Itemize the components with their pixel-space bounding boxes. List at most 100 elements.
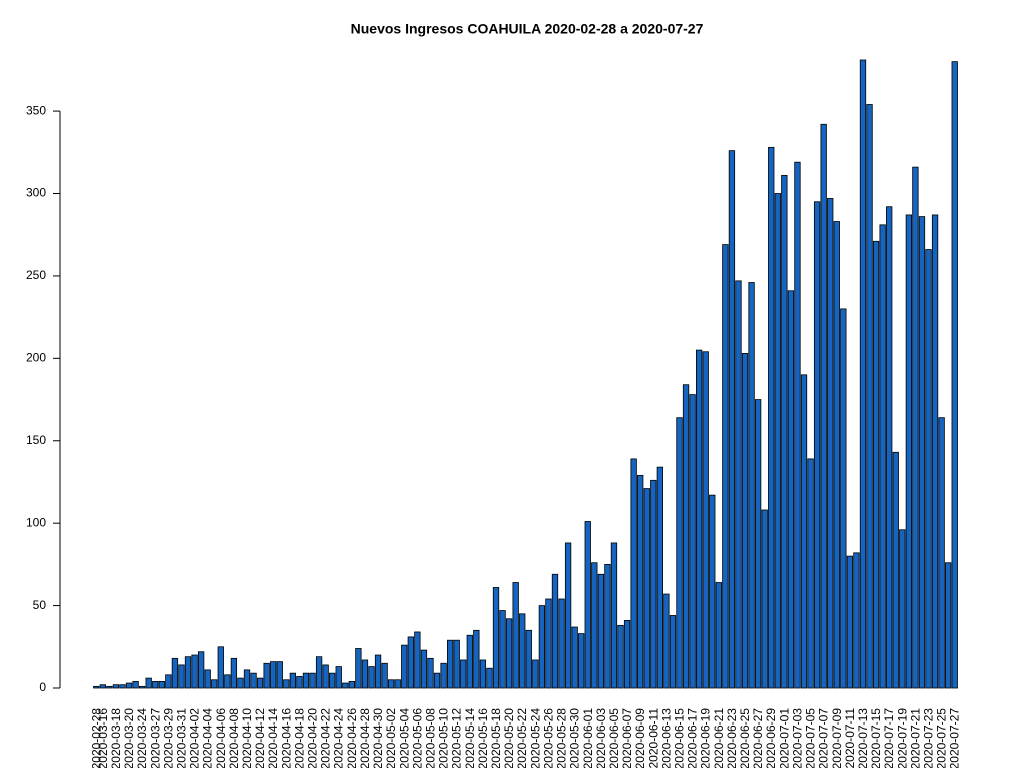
bar — [270, 661, 277, 689]
x-tick-label: 2020-04-06 — [214, 708, 228, 768]
bar — [479, 659, 487, 689]
bar — [807, 458, 814, 689]
x-tick-label: 2020-03-18 — [109, 708, 123, 768]
x-tick-label: 2020-05-16 — [476, 708, 490, 768]
x-tick-label: 2020-03-29 — [161, 708, 175, 768]
x-tick-label: 2020-04-10 — [240, 708, 254, 768]
x-tick-label: 2020-04-16 — [279, 708, 293, 768]
y-tick-label: 250 — [26, 268, 46, 282]
bar — [584, 521, 591, 689]
x-tick-label: 2020-07-19 — [895, 708, 909, 768]
bar — [329, 672, 336, 689]
x-tick-label: 2020-04-08 — [227, 708, 241, 768]
x-tick-label: 2020-06-03 — [594, 708, 608, 768]
x-tick-label: 2020-06-15 — [672, 708, 686, 768]
x-tick-label: 2020-06-23 — [725, 708, 739, 768]
x-tick-label: 2020-04-18 — [292, 708, 306, 768]
x-tick-label: 2020-06-09 — [633, 708, 647, 768]
y-tick-label: 50 — [33, 598, 47, 612]
bar — [558, 598, 565, 689]
bar — [931, 214, 939, 689]
bar — [237, 677, 244, 689]
x-tick-label: 2020-07-23 — [922, 708, 936, 768]
bar — [309, 672, 316, 689]
bar — [433, 672, 441, 689]
bar — [859, 59, 867, 689]
bar — [427, 657, 434, 689]
bar — [741, 352, 749, 689]
bar — [617, 624, 624, 689]
bar — [473, 629, 480, 689]
bar — [224, 674, 231, 689]
x-tick-label: 2020-03-20 — [122, 708, 136, 768]
bar — [951, 61, 958, 689]
x-tick-label: 2020-06-01 — [581, 708, 595, 768]
x-tick-label: 2020-05-02 — [384, 708, 398, 768]
bar — [886, 206, 893, 689]
x-tick-label: 2020-06-27 — [751, 708, 765, 768]
x-tick-label: 2020-04-28 — [358, 708, 372, 768]
bar — [106, 685, 113, 689]
x-tick-label: 2020-07-01 — [777, 708, 791, 768]
bar — [768, 146, 775, 689]
bar — [446, 639, 454, 689]
y-tick-label: 300 — [26, 186, 46, 200]
bar — [748, 282, 755, 689]
x-tick-label: 2020-03-27 — [148, 708, 162, 768]
bar — [702, 351, 709, 689]
bar — [696, 349, 703, 689]
bar — [499, 610, 506, 689]
bar — [407, 636, 414, 689]
bar — [296, 676, 303, 689]
bar — [925, 249, 932, 689]
bar — [630, 458, 637, 689]
bar — [453, 639, 460, 689]
bar — [872, 240, 880, 689]
bar — [525, 629, 532, 689]
bar — [597, 573, 605, 689]
bar — [604, 563, 611, 689]
bar — [335, 666, 342, 689]
x-tick-label: 2020-06-07 — [620, 708, 634, 768]
x-tick-label: 2020-06-21 — [712, 708, 726, 768]
bar — [853, 552, 860, 689]
bar — [899, 529, 906, 689]
bar — [774, 193, 781, 689]
bar — [276, 661, 283, 689]
bar — [538, 605, 546, 689]
bar — [820, 123, 827, 689]
x-tick-label: 2020-02-28 — [89, 708, 103, 768]
bar — [250, 672, 257, 689]
bar — [243, 669, 251, 689]
bar — [879, 224, 886, 689]
x-tick-label: 2020-07-03 — [790, 708, 804, 768]
bar — [394, 679, 401, 689]
bar — [342, 682, 349, 689]
bar — [191, 654, 198, 689]
bar — [217, 646, 224, 689]
y-tick-label: 350 — [26, 103, 46, 117]
bar — [800, 374, 808, 689]
bar — [361, 659, 369, 689]
bar — [663, 593, 670, 689]
bar — [460, 659, 467, 689]
bar — [676, 417, 683, 689]
bar — [735, 280, 742, 689]
bar — [709, 494, 716, 689]
x-tick-label: 2020-03-16 — [96, 708, 110, 768]
x-tick-label: 2020-07-21 — [908, 708, 922, 768]
bar — [656, 466, 663, 689]
bar — [892, 451, 899, 689]
bar — [125, 682, 133, 689]
x-tick-label: 2020-06-25 — [738, 708, 752, 768]
bar — [138, 685, 146, 689]
bar — [866, 104, 873, 689]
bar — [440, 662, 447, 689]
bar — [650, 479, 657, 689]
x-tick-label: 2020-06-29 — [764, 708, 778, 768]
x-tick-label: 2020-04-02 — [188, 708, 202, 768]
x-tick-label: 2020-06-17 — [686, 708, 700, 768]
bar — [623, 620, 631, 689]
x-tick-label: 2020-05-30 — [568, 708, 582, 768]
